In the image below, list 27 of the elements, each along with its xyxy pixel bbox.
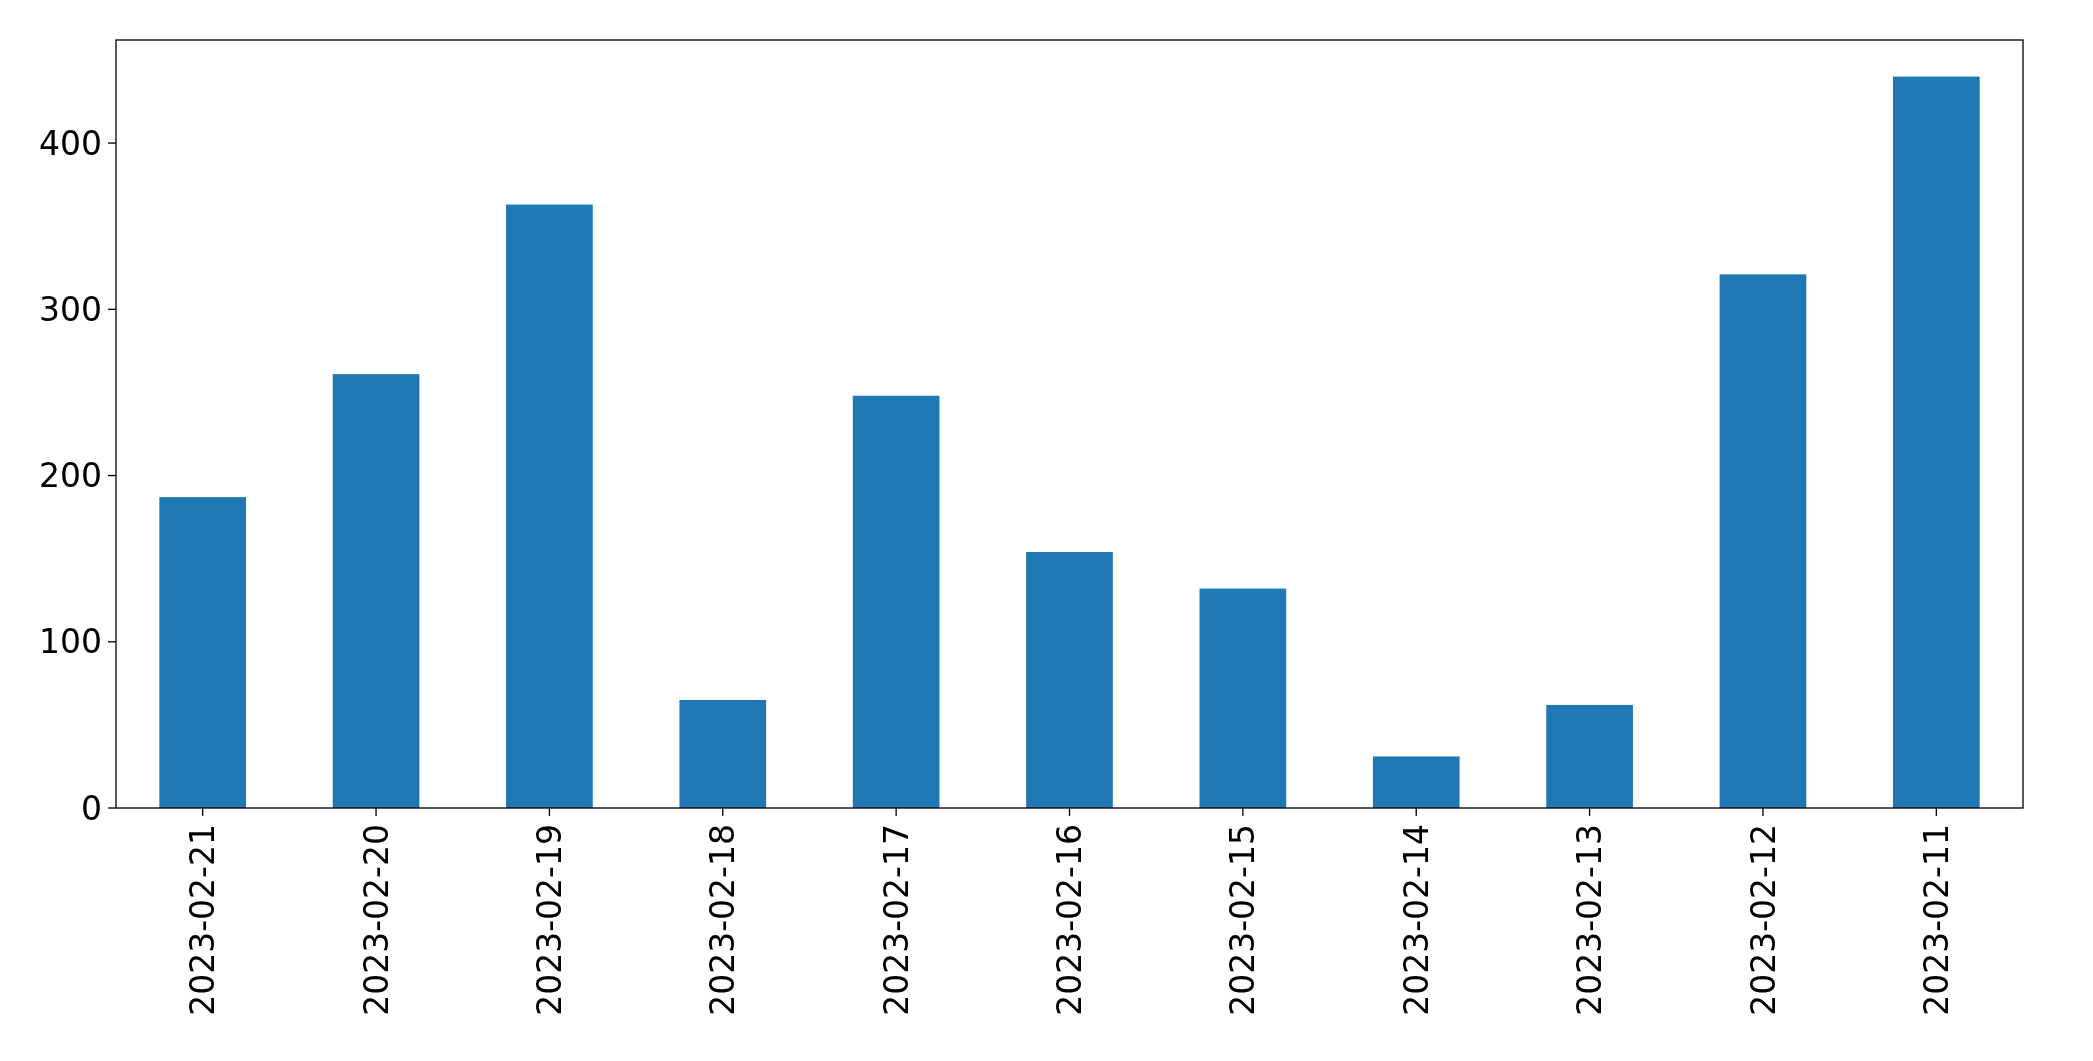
x-tick-label: 2023-02-14 <box>1396 824 1436 1016</box>
bar <box>1719 274 1807 808</box>
x-tick-label: 2023-02-12 <box>1743 824 1783 1016</box>
x-tick-label: 2023-02-21 <box>183 824 223 1016</box>
x-tick-label: 2023-02-16 <box>1050 824 1090 1016</box>
bar <box>1199 588 1287 808</box>
bar <box>852 395 940 808</box>
bar <box>1026 552 1113 808</box>
y-tick-label: 400 <box>39 123 102 163</box>
bar <box>332 374 420 808</box>
x-tick-label: 2023-02-17 <box>876 824 916 1016</box>
bar <box>1892 76 1980 808</box>
x-tick-label: 2023-02-11 <box>1916 824 1956 1016</box>
bar <box>159 497 247 808</box>
bar <box>1372 756 1460 808</box>
y-tick-label: 0 <box>81 788 102 828</box>
y-tick-label: 200 <box>39 456 102 496</box>
x-tick-label: 2023-02-19 <box>529 824 569 1016</box>
x-tick-label: 2023-02-15 <box>1223 824 1263 1016</box>
y-tick-label: 100 <box>39 622 102 662</box>
bar <box>1546 704 1633 808</box>
x-tick-label: 2023-02-13 <box>1570 824 1610 1016</box>
bar <box>679 699 767 808</box>
x-tick-label: 2023-02-20 <box>356 824 396 1016</box>
bar <box>506 204 593 808</box>
y-tick-label: 300 <box>39 289 102 329</box>
x-tick-label: 2023-02-18 <box>703 824 743 1016</box>
